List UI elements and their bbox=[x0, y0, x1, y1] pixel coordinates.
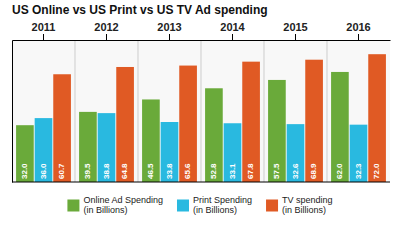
bar bbox=[287, 124, 305, 182]
bar bbox=[116, 67, 134, 182]
x-tick-mark bbox=[169, 34, 170, 40]
x-tick: 2012 bbox=[94, 21, 118, 40]
data-label: 60.7 bbox=[57, 163, 66, 179]
bar bbox=[35, 118, 53, 182]
bar bbox=[224, 123, 242, 182]
x-tick: 2016 bbox=[346, 21, 370, 40]
group-divider bbox=[327, 40, 328, 182]
data-label: 52.8 bbox=[209, 163, 218, 179]
x-tick-label: 2011 bbox=[32, 21, 56, 33]
x-tick-mark bbox=[295, 34, 296, 40]
baseline bbox=[12, 182, 390, 183]
data-label: 39.5 bbox=[83, 163, 92, 179]
bar bbox=[242, 62, 260, 182]
x-tick-mark bbox=[106, 34, 107, 40]
x-tick-label: 2013 bbox=[157, 21, 181, 33]
legend-entry: Print Spending(in Billions) bbox=[177, 195, 252, 216]
plot-background bbox=[12, 40, 390, 182]
data-label: 33.8 bbox=[165, 163, 174, 179]
legend-label: TV spending(in Billions) bbox=[282, 195, 333, 216]
data-label: 67.8 bbox=[246, 163, 255, 179]
data-labels: 32.0 39.5 46.5 52.8 57.5 62.0 36.0 38.8 33.8 33.1… bbox=[20, 163, 381, 179]
bar bbox=[350, 125, 368, 182]
data-label: 32.3 bbox=[354, 163, 363, 179]
group-divider bbox=[264, 40, 265, 182]
legend: Online Ad Spending(in Billions) Print Spe… bbox=[67, 195, 332, 216]
bars bbox=[16, 54, 386, 182]
bar bbox=[16, 125, 34, 182]
bar bbox=[142, 99, 160, 182]
data-label: 33.1 bbox=[228, 163, 237, 179]
data-label: 64.8 bbox=[120, 163, 129, 179]
legend-label: Print Spending(in Billions) bbox=[193, 195, 252, 216]
x-tick: 2013 bbox=[157, 21, 181, 40]
data-label: 32.6 bbox=[291, 163, 300, 179]
legend-swatch bbox=[177, 200, 189, 212]
data-label: 38.8 bbox=[102, 163, 111, 179]
x-tick-mark bbox=[358, 34, 359, 40]
group-divider bbox=[75, 40, 76, 182]
legend-label: Online Ad Spending(in Billions) bbox=[83, 195, 163, 216]
bar bbox=[161, 122, 179, 182]
x-tick: 2011 bbox=[32, 21, 56, 40]
group-divider bbox=[201, 40, 202, 182]
group-divider bbox=[138, 40, 139, 182]
legend-swatch bbox=[67, 200, 79, 212]
data-label: 46.5 bbox=[146, 163, 155, 179]
bar bbox=[179, 66, 197, 182]
bar bbox=[98, 113, 116, 182]
x-tick: 2014 bbox=[220, 21, 245, 40]
x-axis: 2011 2012 2013 2014 2015 2016 bbox=[13, 21, 391, 41]
data-label: 72.0 bbox=[372, 163, 381, 179]
x-tick-label: 2014 bbox=[220, 21, 245, 33]
title: US Online vs US Print vs US TV Ad spendi… bbox=[12, 3, 268, 17]
chart: US Online vs US Print vs US TV Ad spendi… bbox=[0, 0, 400, 227]
x-tick-label: 2016 bbox=[346, 21, 370, 33]
legend-entry: TV spending(in Billions) bbox=[266, 195, 333, 216]
legend-swatch bbox=[266, 200, 278, 212]
bar bbox=[368, 54, 386, 182]
data-label: 62.0 bbox=[335, 163, 344, 179]
legend-entry: Online Ad Spending(in Billions) bbox=[67, 195, 163, 216]
bar bbox=[268, 80, 286, 182]
bar bbox=[331, 72, 349, 182]
y-axis-line bbox=[12, 41, 13, 183]
data-label: 68.9 bbox=[309, 163, 318, 179]
x-tick: 2015 bbox=[283, 21, 307, 40]
bar bbox=[205, 88, 223, 182]
data-label: 57.5 bbox=[272, 163, 281, 179]
x-tick-label: 2012 bbox=[94, 21, 118, 33]
data-label: 65.6 bbox=[183, 163, 192, 179]
x-axis-line bbox=[13, 40, 391, 41]
bar bbox=[305, 60, 323, 182]
bar bbox=[79, 112, 97, 182]
x-tick-mark bbox=[43, 34, 44, 40]
x-tick-mark bbox=[232, 34, 233, 40]
data-label: 36.0 bbox=[39, 163, 48, 179]
bar bbox=[53, 74, 71, 182]
y-axis bbox=[12, 41, 13, 183]
data-label: 32.0 bbox=[20, 163, 29, 179]
x-tick-label: 2015 bbox=[283, 21, 307, 33]
